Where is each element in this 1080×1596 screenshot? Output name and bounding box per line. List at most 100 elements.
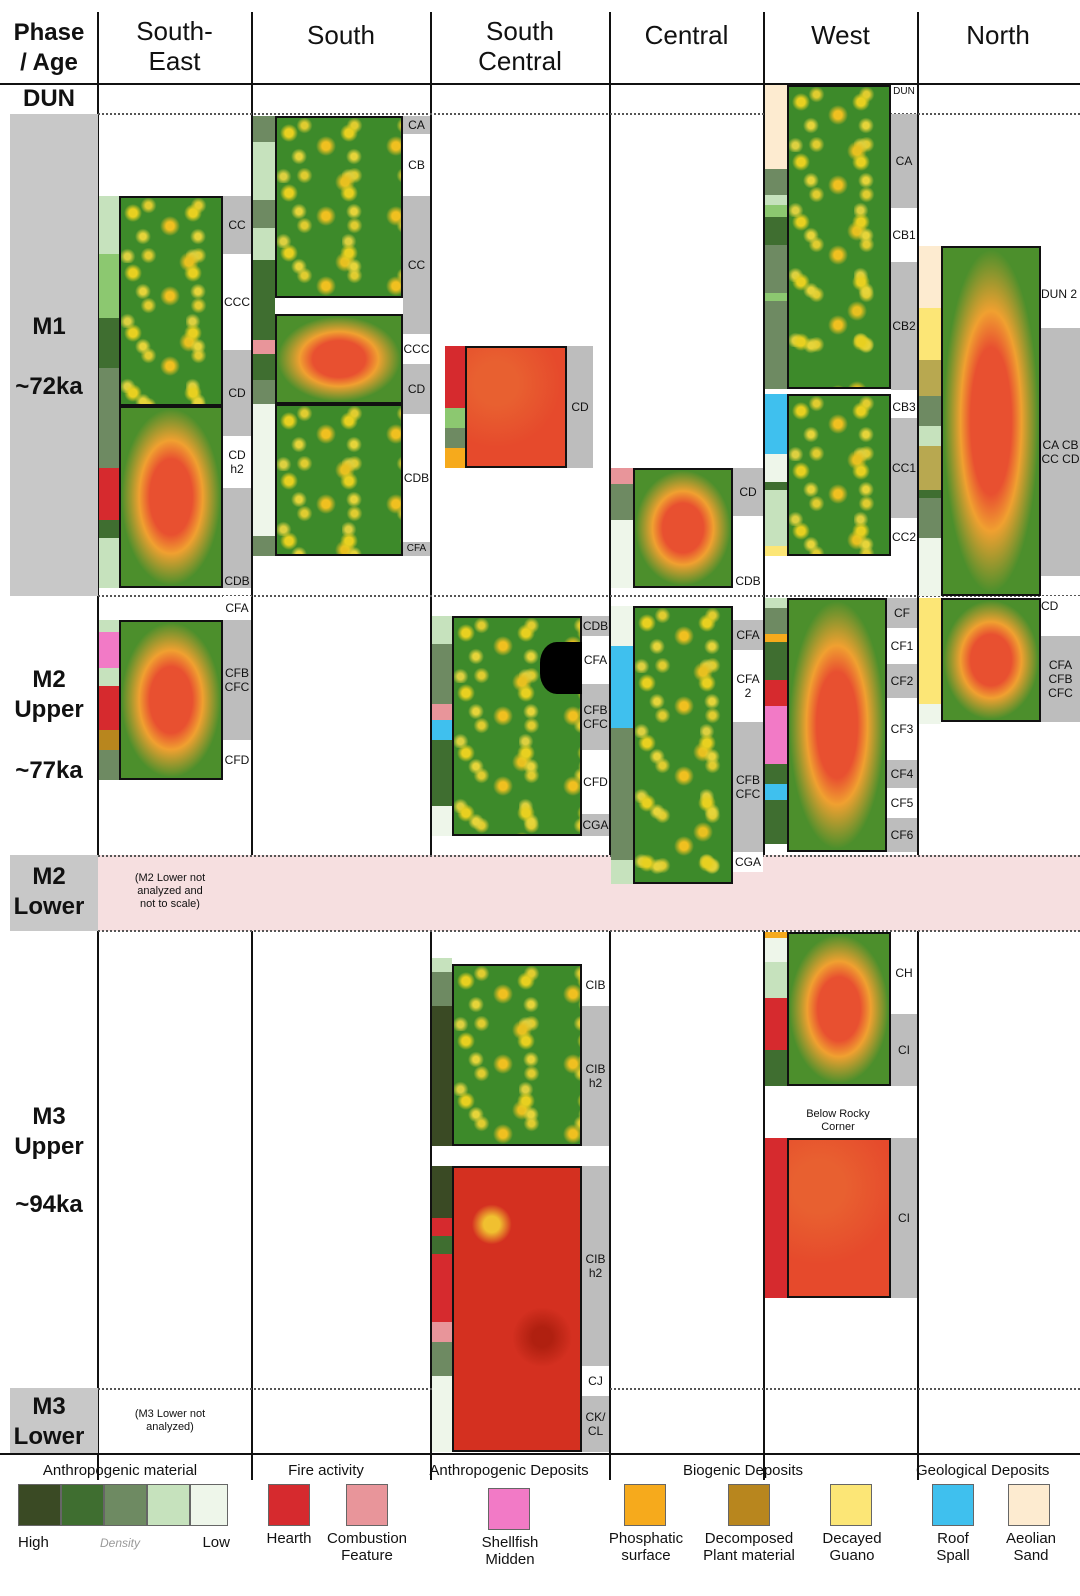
note-br-2: Corner — [821, 1121, 855, 1133]
sc-strip-seg — [445, 408, 465, 428]
boundary-m2u — [98, 855, 1080, 857]
phase-m2u-line1: M2 — [32, 666, 66, 693]
se-label-cfd: CFD — [223, 740, 251, 780]
sc-strip-seg — [432, 1236, 452, 1254]
legend-high: High — [18, 1534, 49, 1551]
sc-label-cdb: CDB — [582, 616, 609, 636]
phase-bar-m3l — [10, 1388, 98, 1453]
w-heatmap-lower — [787, 394, 891, 556]
legend-shellfish — [488, 1488, 530, 1530]
legend-fire-title: Fire activity — [288, 1462, 364, 1479]
sc-strip-seg — [432, 616, 452, 644]
boundary-m2l — [98, 930, 1080, 932]
se-heatmap-upper — [119, 196, 223, 406]
header-south-east: South- East — [98, 16, 251, 76]
legend-phosphatic-label: Phosphatic surface — [600, 1530, 692, 1564]
legend-hearth-label: Hearth — [266, 1530, 312, 1547]
c-label-cga: CGA — [733, 852, 763, 872]
w-heatmap-rocky — [787, 1138, 891, 1298]
w-strip-seg — [765, 85, 787, 169]
sc-label-cj: CJ — [582, 1366, 609, 1396]
legend-decomposed-line1: Decomposed — [704, 1530, 794, 1547]
legend-density-1 — [18, 1484, 61, 1526]
w-label-cf6: CF6 — [887, 818, 917, 852]
note-m2l-3: not to scale) — [140, 898, 200, 910]
divider-3 — [430, 12, 432, 1480]
sc-label-cfd: CFD — [582, 750, 609, 814]
se-strip-seg — [99, 196, 119, 254]
legend-biogenic-title: Biogenic Deposits — [682, 1462, 804, 1479]
note-m3l-2: analyzed) — [146, 1421, 194, 1433]
n-heatmap-lower — [941, 598, 1041, 722]
c-label-cd: CD — [733, 468, 763, 516]
phase-m3-upper: M3 Upper — [0, 1102, 98, 1162]
phase-m3u-age: ~94ka — [15, 1191, 83, 1218]
legend-roof-line2: Spall — [936, 1547, 970, 1564]
n-strip-seg — [919, 396, 941, 426]
s-heatmap-upper — [275, 116, 403, 298]
header-rule — [0, 83, 1080, 85]
w-label-ci-upper: CI — [891, 1014, 917, 1086]
phase-m2-lower: M2 Lower — [0, 862, 98, 922]
s-strip-seg — [253, 228, 275, 260]
c-label-cdb: CDB — [733, 516, 763, 588]
sc-black-mask — [540, 642, 582, 694]
s-label-cd: CD — [403, 364, 430, 414]
n-strip-seg — [919, 704, 941, 724]
legend-density-3 — [104, 1484, 147, 1526]
legend-phosphatic-line1: Phosphatic — [608, 1530, 684, 1547]
phase-bar-m2l — [10, 855, 98, 931]
w-strip-seg — [765, 482, 787, 490]
se-strip-seg — [99, 730, 119, 750]
phase-m3-lower: M3 Lower — [0, 1392, 98, 1452]
w-label-ca: CA — [891, 114, 917, 208]
s-strip-seg — [253, 116, 275, 142]
n-label-ca-cd: CA CB CC CD — [1041, 328, 1080, 576]
n-strip-seg — [919, 446, 941, 490]
phase-m1-age: ~72ka — [15, 373, 83, 400]
c-heatmap-m2 — [633, 606, 733, 884]
legend-aeolian-line2: Sand — [1013, 1547, 1049, 1564]
w-label-cb1: CB1 — [891, 208, 917, 262]
s-heatmap-lower — [275, 404, 403, 556]
divider-4 — [609, 12, 611, 1480]
w-strip-seg — [765, 169, 787, 195]
sc-heatmap-m3-lower — [452, 1166, 582, 1452]
se-heatmap-lower — [119, 406, 223, 588]
sc-strip-seg — [432, 1254, 452, 1322]
sc-label-cfb-cfc: CFB CFC — [582, 684, 609, 750]
w-strip-seg — [765, 245, 787, 293]
legend-aeolian-label: Aeolian Sand — [996, 1530, 1066, 1564]
legend-anthro-title: Anthropogenic material — [42, 1462, 198, 1479]
legend-density: Density — [99, 1536, 140, 1550]
legend-shellfish-label: Shellfish Midden — [468, 1534, 552, 1568]
c-strip-seg — [611, 728, 633, 860]
divider-1 — [97, 12, 99, 1480]
phase-m2u-age: ~77ka — [15, 757, 83, 784]
n-strip-seg — [919, 490, 941, 498]
c-label-cfb-cfc: CFB CFC — [733, 722, 763, 852]
se-strip-seg — [99, 686, 119, 730]
header-phase-line2: / Age — [20, 49, 78, 76]
phase-m2-upper: M2 Upper — [0, 665, 98, 725]
legend-guano — [830, 1484, 872, 1526]
w-strip-seg — [765, 784, 787, 800]
c-label-cfa-2: CFA 2 — [733, 650, 763, 722]
se-label-cdb: CDB — [223, 488, 251, 588]
note-br-1: Below Rocky — [806, 1108, 870, 1120]
legend-density-2 — [61, 1484, 104, 1526]
sc-strip-seg — [432, 644, 452, 704]
w-strip-seg — [765, 1138, 787, 1298]
sc-strip-seg — [432, 972, 452, 1006]
s-label-ccc: CCC — [403, 334, 430, 364]
w-label-cb2: CB2 — [891, 262, 917, 390]
se-strip-seg — [99, 538, 119, 588]
w-strip-seg — [765, 490, 787, 546]
s-strip-seg — [253, 340, 275, 354]
se-label-cc: CC — [223, 196, 251, 254]
legend-aeolian — [1008, 1484, 1050, 1526]
w-label-cc2: CC2 — [891, 518, 917, 556]
phase-m2u-line2: Upper — [14, 696, 84, 723]
sc-label-cga: CGA — [582, 814, 609, 836]
s-label-cb: CB — [403, 134, 430, 196]
